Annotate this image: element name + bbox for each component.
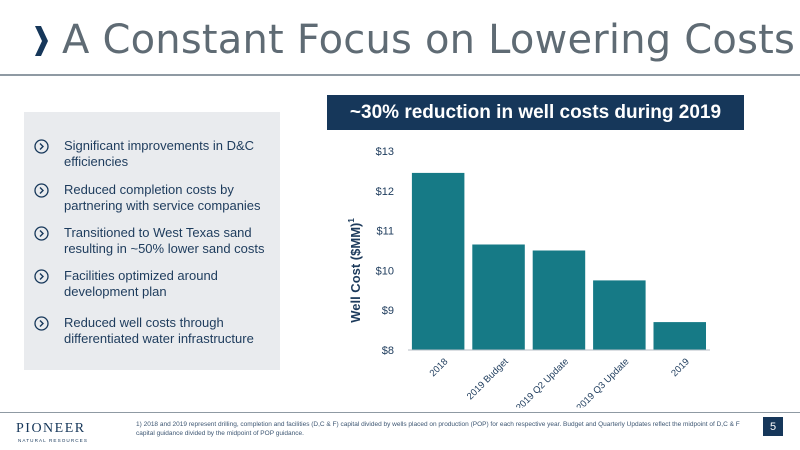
y-tick-label: $10 (376, 265, 394, 277)
bar (653, 322, 706, 350)
svg-text:PIONEER: PIONEER (16, 421, 86, 436)
bar-series (411, 172, 706, 350)
chevron-right-icon (35, 26, 48, 56)
circle-chevron-icon (34, 139, 49, 154)
circle-chevron-icon (34, 316, 49, 331)
bullet-text: Transitioned to West Texas sand resultin… (64, 225, 265, 256)
y-tick-label: $8 (382, 345, 394, 357)
x-tick-label: 2019 Budget (465, 356, 511, 402)
y-tick-label: $11 (376, 226, 394, 238)
y-tick-label: $12 (376, 186, 394, 198)
bar (411, 172, 465, 350)
footnote: 1) 2018 and 2019 represent drilling, com… (136, 421, 740, 437)
x-axis: 2018 2019 Budget 2019 Q2 Update 2019 Q3 Upd… (428, 356, 692, 408)
footer-divider (0, 412, 800, 413)
bullet-text: Reduced well costs through differentiate… (64, 315, 254, 346)
y-tick-label: $13 (376, 146, 394, 158)
bullet-text: Facilities optimized around development … (64, 268, 218, 299)
circle-chevron-icon (34, 183, 49, 198)
bullets-panel: Significant improvements in D&C efficien… (24, 112, 280, 370)
title-divider (0, 74, 800, 76)
reduction-banner: ~30% reduction in well costs during 2019 (327, 95, 744, 130)
x-tick-label: 2018 (428, 356, 451, 379)
circle-chevron-icon (34, 226, 49, 241)
y-axis-label: Well Cost ($MM)1 (347, 218, 363, 323)
page-number: 5 (763, 417, 783, 436)
x-tick-label: 2019 Q3 Update (574, 356, 631, 408)
x-tick-label: 2019 Q2 Update (514, 356, 571, 408)
y-axis-label-superscript: 1 (347, 218, 356, 223)
pioneer-logo: PIONEER NATURAL RESOURCES (16, 421, 88, 443)
svg-text:NATURAL RESOURCES: NATURAL RESOURCES (18, 438, 88, 443)
bar (532, 250, 586, 350)
well-cost-chart: $8 $9 $10 $11 $12 $13 2018 2019 Budget 2019 Q2 … (347, 146, 710, 408)
y-axis: $8 $9 $10 $11 $12 $13 (376, 146, 394, 357)
bullet-text: Significant improvements in D&C efficien… (64, 138, 255, 169)
bar (472, 244, 525, 350)
bullet-text: Reduced completion costs by partnering w… (64, 182, 261, 213)
y-axis-label-text: Well Cost ($MM) (348, 223, 363, 323)
x-tick-label: 2019 (669, 356, 692, 379)
y-tick-label: $9 (382, 305, 394, 317)
bar (593, 280, 646, 350)
circle-chevron-icon (34, 269, 49, 284)
slide-title: A Constant Focus on Lowering Costs (62, 17, 796, 63)
